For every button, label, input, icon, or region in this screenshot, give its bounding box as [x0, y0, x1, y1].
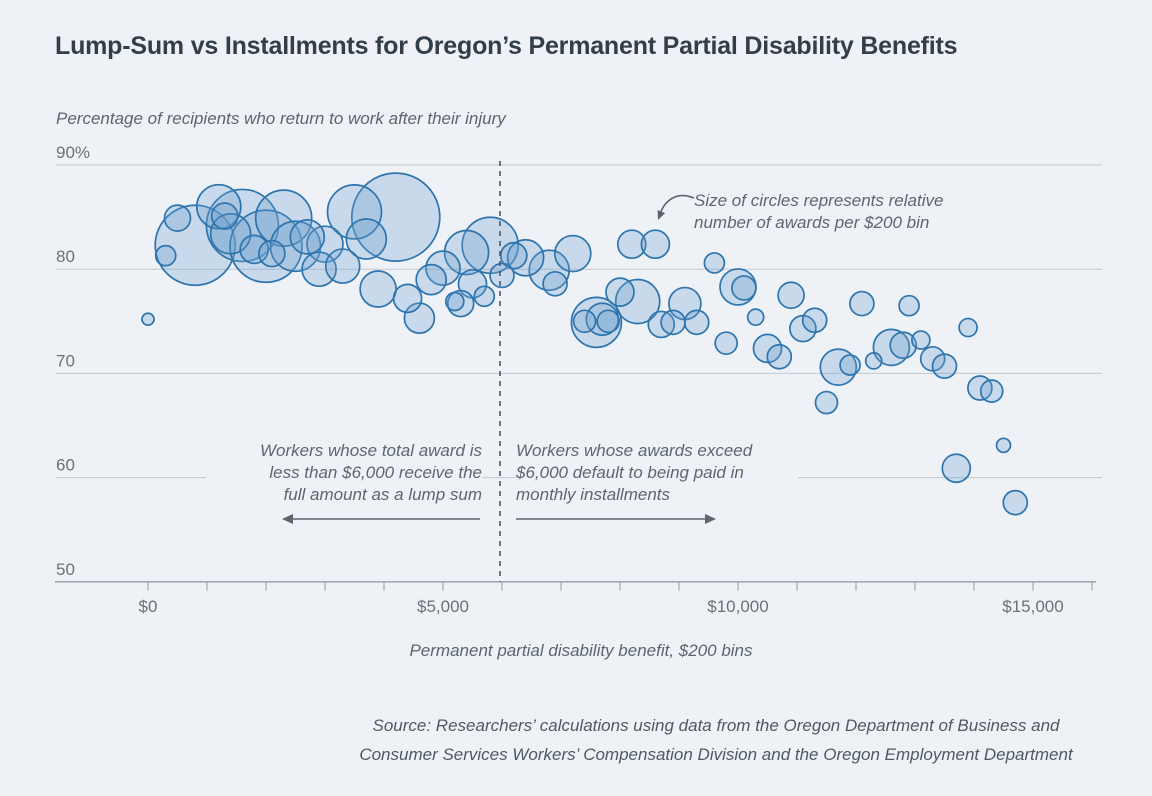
y-tick-label: 50 — [56, 560, 75, 579]
data-bubble — [528, 249, 571, 292]
data-bubble — [714, 331, 739, 356]
x-tick-label: $15,000 — [1002, 597, 1063, 616]
x-tick-labels: $0 $5,000 $10,000 $15,000 — [139, 597, 1064, 616]
data-bubble — [289, 219, 326, 255]
data-bubble — [640, 229, 671, 260]
data-bubble — [872, 328, 911, 367]
data-bubble — [239, 234, 270, 265]
lump-sum-annotation: Workers whose total award is less than $… — [206, 440, 482, 506]
bubble-chart-canvas: 90% 80 70 60 50 $0 $5,000 $10,000 $15,000 — [55, 143, 1102, 616]
data-bubble — [889, 331, 918, 360]
y-tick-label: 70 — [56, 351, 75, 370]
data-bubble — [345, 218, 388, 260]
data-bubble — [141, 312, 155, 327]
data-bubble — [746, 308, 765, 326]
bubbles — [141, 172, 1029, 516]
lump-sum-arrow — [282, 514, 480, 524]
data-bubble — [326, 184, 383, 240]
data-bubble — [1002, 489, 1029, 516]
installments-annotation: Workers whose awards exceed $6,000 defau… — [516, 440, 798, 506]
data-bubble — [254, 189, 313, 247]
data-bubble — [777, 281, 805, 310]
data-bubble — [849, 290, 875, 317]
data-bubble — [195, 183, 242, 230]
data-bubble — [614, 278, 661, 325]
data-bubble — [801, 307, 828, 334]
source-note: Source: Researchers’ calculations using … — [359, 716, 1073, 764]
x-tick-label: $10,000 — [707, 597, 768, 616]
data-bubble — [553, 234, 592, 273]
data-bubble — [995, 437, 1012, 454]
page-title: Lump-Sum vs Installments for Oregon’s Pe… — [55, 32, 958, 60]
bubble-size-annotation: Size of circles represents relative numb… — [694, 191, 944, 232]
data-bubble — [154, 244, 177, 267]
data-bubble — [660, 309, 686, 336]
data-bubble — [979, 379, 1004, 403]
data-bubble — [864, 352, 883, 370]
data-bubble — [443, 229, 490, 276]
data-bubble — [766, 343, 793, 370]
data-bubble — [415, 263, 448, 296]
x-ticks — [147, 582, 1093, 591]
data-bubble — [163, 204, 192, 232]
y-tick-label: 90% — [56, 143, 90, 162]
data-bubble — [229, 209, 303, 284]
data-bubble — [350, 172, 441, 262]
data-bubble — [958, 317, 978, 338]
data-bubble — [898, 294, 920, 317]
data-bubble — [444, 291, 465, 312]
data-bubble — [359, 270, 397, 308]
x-axis-title: Permanent partial disability benefit, $2… — [409, 641, 753, 660]
data-bubble — [392, 283, 423, 314]
y-tick-label: 60 — [56, 456, 75, 475]
data-bubble — [616, 229, 647, 260]
data-bubble — [752, 333, 783, 364]
data-bubble — [572, 309, 597, 334]
size-note-arrow — [657, 194, 695, 220]
data-bubble — [683, 309, 710, 336]
data-bubble — [324, 248, 361, 284]
data-bubble — [731, 275, 757, 301]
y-tick-labels: 90% 80 70 60 50 — [56, 143, 90, 579]
data-bubble — [703, 252, 726, 274]
y-axis-description: Percentage of recipients who return to w… — [56, 109, 506, 128]
data-bubble — [941, 453, 972, 484]
data-bubble — [839, 354, 861, 376]
x-tick-label: $0 — [139, 597, 158, 616]
x-tick-label: $5,000 — [417, 597, 469, 616]
installments-arrow — [516, 514, 716, 524]
data-bubble — [489, 262, 515, 289]
data-bubble — [819, 348, 858, 386]
data-bubble — [506, 238, 545, 277]
data-bubble — [473, 285, 496, 308]
data-bubble — [425, 250, 461, 287]
data-bubble — [814, 390, 839, 415]
y-tick-label: 80 — [56, 247, 75, 266]
data-bubble — [258, 239, 286, 268]
data-bubble — [596, 309, 621, 334]
data-bubble — [210, 202, 239, 230]
data-bubble — [301, 251, 337, 288]
data-bubble — [931, 353, 958, 379]
data-bubble — [403, 302, 436, 335]
data-bubble — [542, 270, 568, 297]
data-bubble — [605, 277, 635, 307]
data-bubble — [911, 330, 931, 350]
